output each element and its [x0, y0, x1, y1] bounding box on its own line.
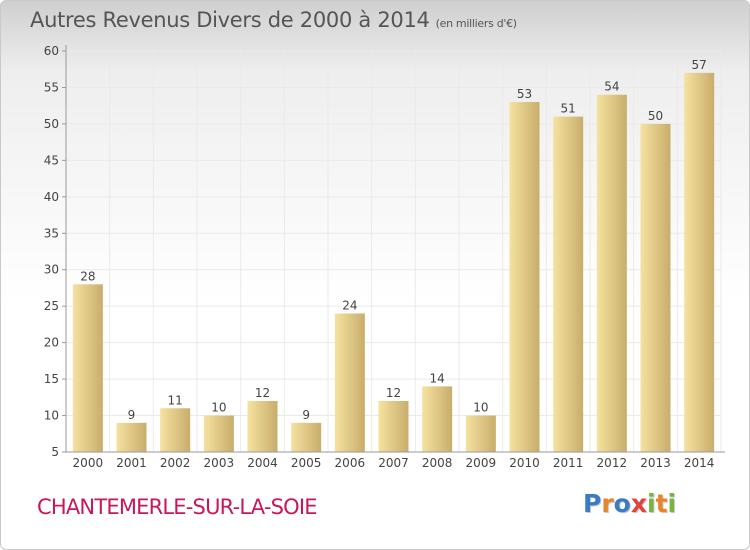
y-tick-label: 35 [44, 226, 59, 240]
data-label: 10 [211, 401, 226, 415]
data-label: 24 [342, 298, 357, 312]
data-label: 9 [302, 408, 310, 422]
labels: 5 10 15 20 25 30 35 40 45 50 55 60 28 2000 9 2001 11 2002… [44, 44, 715, 470]
data-label: 28 [80, 269, 95, 283]
data-label: 14 [430, 371, 445, 385]
title-unit: (en milliers d'€) [435, 17, 517, 30]
logo-letter: i [667, 489, 677, 518]
logo-letter: o [613, 489, 631, 518]
y-tick-label: 40 [44, 190, 59, 204]
bar-2011 [553, 116, 584, 453]
bar-2010 [509, 102, 540, 452]
data-label: 12 [386, 386, 401, 400]
x-tick-label: 2011 [553, 456, 584, 470]
x-tick-label: 2005 [291, 456, 322, 470]
commune-name: CHANTEMERLE-SUR-LA-SOIE [37, 495, 318, 519]
data-label: 11 [168, 393, 183, 407]
bar-2014 [684, 72, 715, 452]
data-label: 10 [473, 401, 488, 415]
y-tick-label: 25 [44, 299, 59, 313]
data-label: 12 [255, 386, 270, 400]
bar-2000 [72, 284, 103, 452]
x-tick-label: 2013 [640, 456, 671, 470]
x-tick-label: 2003 [204, 456, 235, 470]
bar-2001 [116, 422, 147, 452]
bar-2008 [422, 386, 453, 452]
y-tick-label: 15 [44, 372, 59, 386]
title-text: Autres Revenus Divers de 2000 à 2014 [30, 8, 430, 32]
x-tick-label: 2002 [160, 456, 191, 470]
x-tick-label: 2010 [509, 456, 540, 470]
proxiti-logo: Proxiti [583, 489, 676, 518]
logo-letter: r [601, 489, 614, 518]
bar-2003 [203, 415, 234, 452]
data-label: 53 [517, 87, 532, 101]
x-tick-label: 2007 [378, 456, 409, 470]
data-label: 50 [648, 109, 663, 123]
logo-letter: P [583, 489, 602, 518]
logo-letter: x [630, 489, 647, 518]
axes [62, 45, 725, 453]
data-label: 9 [128, 408, 136, 422]
data-label: 57 [692, 58, 707, 72]
logo-letter: i [647, 489, 656, 518]
y-tick-label: 45 [44, 153, 59, 167]
bar-2012 [596, 94, 627, 452]
y-tick-label: 60 [44, 44, 59, 58]
x-tick-label: 2008 [422, 456, 453, 470]
x-tick-label: 2006 [335, 456, 366, 470]
bars [72, 72, 715, 453]
x-tick-label: 2014 [684, 456, 715, 470]
x-tick-label: 2009 [466, 456, 497, 470]
bar-2007 [378, 400, 409, 452]
bar-2006 [334, 313, 365, 452]
x-tick-label: 2004 [247, 456, 278, 470]
y-tick-label: 30 [44, 263, 59, 277]
y-tick-label: 10 [44, 409, 59, 423]
bar-2013 [640, 123, 671, 452]
logo-letter: t [655, 489, 668, 518]
data-label: 54 [604, 80, 619, 94]
y-tick-label: 50 [44, 117, 59, 131]
y-tick-label: 55 [44, 80, 59, 94]
x-tick-label: 2012 [597, 456, 628, 470]
x-tick-label: 2000 [73, 456, 104, 470]
bar-2009 [465, 415, 496, 452]
y-tick-label: 20 [44, 336, 59, 350]
data-label: 51 [561, 102, 576, 116]
bar-2004 [247, 400, 278, 452]
bar-2002 [160, 408, 191, 452]
chart-title: Autres Revenus Divers de 2000 à 2014 (en … [30, 8, 517, 32]
bar-2005 [291, 422, 322, 452]
x-tick-label: 2001 [116, 456, 147, 470]
y-tick-label: 5 [51, 445, 59, 459]
